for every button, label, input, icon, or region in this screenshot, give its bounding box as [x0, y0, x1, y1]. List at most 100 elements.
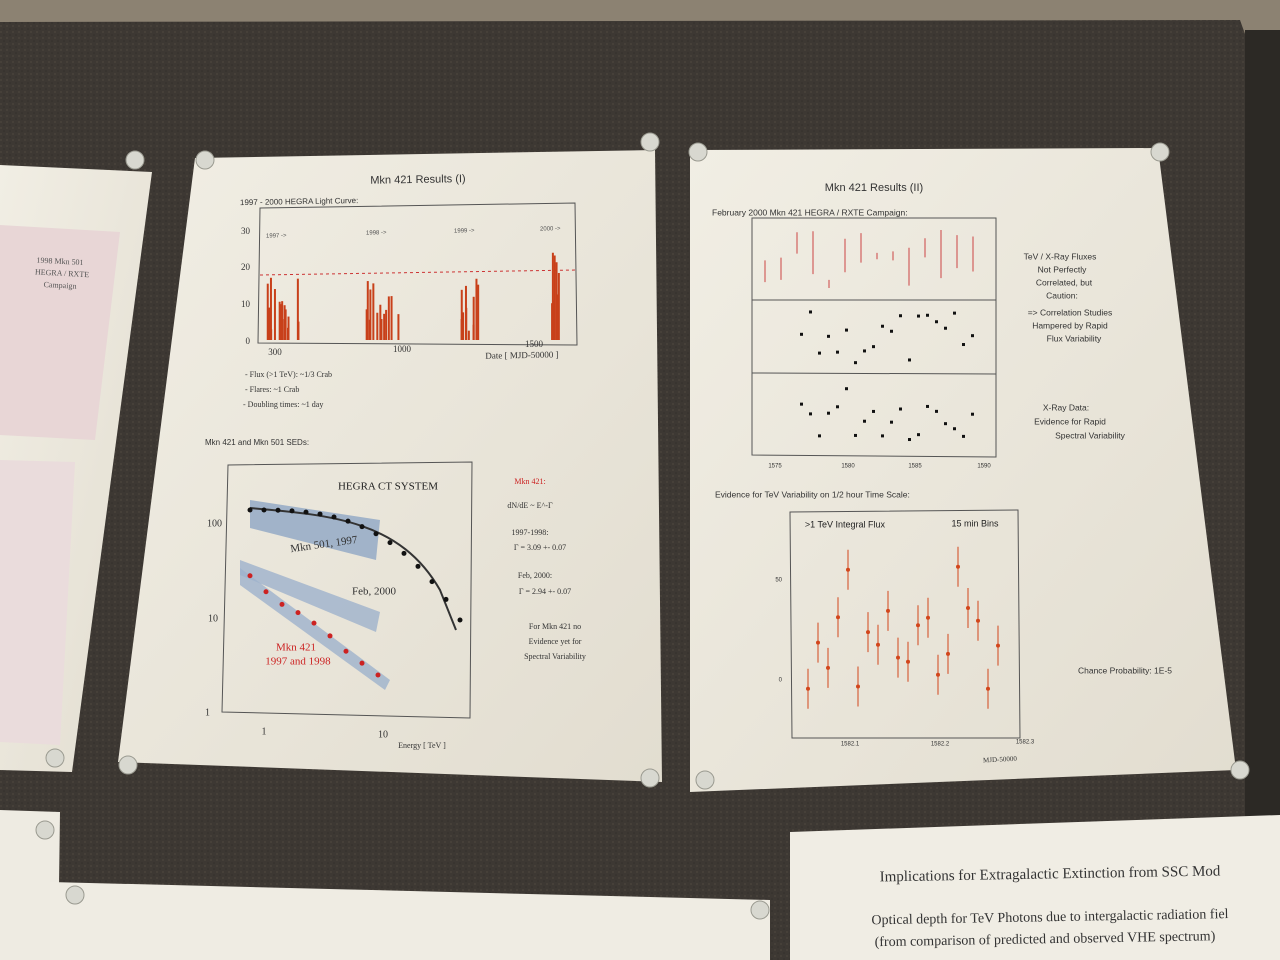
- poster-text: HEGRA CT SYSTEM: [338, 481, 438, 493]
- crab-level: [259, 269, 577, 276]
- poster-text: Correlated, but: [1036, 277, 1093, 287]
- poster-text: Hampered by Rapid: [1032, 320, 1108, 330]
- poster-text: X-Ray Data:: [1043, 402, 1089, 412]
- poster-text: => Correlation Studies: [1028, 307, 1113, 317]
- poster-text: 1575: [768, 464, 782, 470]
- sed-point: [303, 509, 309, 515]
- poster-text: 10: [208, 613, 218, 624]
- variability-point: [886, 608, 890, 613]
- poster-text: 1000: [393, 344, 412, 354]
- xray-point: [899, 314, 902, 318]
- sed-point: [429, 579, 435, 585]
- poster-text: February 2000 Mkn 421 HEGRA / RXTE Campa…: [712, 207, 908, 217]
- poster-text: For Mkn 421 no: [529, 622, 581, 631]
- variability-point: [966, 605, 970, 610]
- xray-point: [926, 313, 929, 317]
- poster-text: Implications for Extragalactic Extinctio…: [879, 863, 1220, 885]
- sed-point: [279, 601, 285, 607]
- xray-point: [854, 361, 857, 365]
- poster-text: - Doubling times: ~1 day: [243, 400, 323, 409]
- bottom-left-poster: [0, 810, 60, 960]
- index-point: [872, 409, 875, 413]
- index-point: [854, 433, 857, 437]
- poster-text: 1585: [908, 464, 922, 470]
- poster-text: 0: [246, 336, 251, 346]
- xray-point: [818, 351, 821, 355]
- poster-text: Mkn 421: [276, 642, 316, 654]
- sed-band: [250, 500, 380, 560]
- xray-point: [809, 310, 812, 314]
- index-point: [827, 411, 830, 415]
- poster-text: Campaign: [43, 280, 76, 291]
- poster-text: >1 TeV Integral Flux: [805, 519, 886, 529]
- pin: [750, 900, 770, 920]
- pin: [688, 142, 708, 162]
- variability-point: [826, 665, 830, 670]
- sed-point: [295, 610, 301, 616]
- poster-text: 1: [262, 726, 267, 737]
- poster-text: 1998 Mkn 501: [36, 256, 84, 267]
- campaign-frame: [751, 217, 997, 458]
- poster-text: Mkn 421:: [514, 477, 545, 486]
- poster-text: 300: [268, 347, 282, 357]
- bottom-middle-poster: [50, 882, 770, 960]
- sed-frame: [221, 461, 473, 719]
- plot-marks: [247, 230, 1000, 709]
- poster-text: (from comparison of predicted and observ…: [875, 929, 1216, 950]
- poster-text: Energy [ TeV ]: [398, 741, 446, 750]
- poster-text: Γ = 3.09 +- 0.07: [514, 543, 566, 552]
- sed-point: [247, 573, 253, 579]
- index-point: [971, 412, 974, 416]
- poster-text: 10: [241, 299, 251, 309]
- poster-text: 30: [241, 226, 251, 236]
- pin: [118, 755, 138, 775]
- index-point: [899, 407, 902, 411]
- sed-point: [359, 660, 365, 666]
- poster-text: Chance Probability: 1E-5: [1078, 665, 1172, 675]
- variability-point: [856, 684, 860, 689]
- poster-text: Spectral Variability: [524, 652, 586, 661]
- poster-text: 1582.1: [841, 742, 860, 748]
- poster-text: Mkn 421 Results (II): [825, 182, 923, 194]
- poster-1: [118, 150, 662, 782]
- left-poster-box: [0, 225, 120, 440]
- poster-text: Flux Variability: [1047, 333, 1102, 343]
- index-point: [944, 422, 947, 426]
- sed-band: [240, 568, 390, 690]
- xray-point: [917, 314, 920, 318]
- poster-text: 1590: [977, 464, 991, 470]
- variability-point: [986, 686, 990, 691]
- poster-text: 2000 ->: [540, 226, 561, 232]
- index-point: [935, 409, 938, 413]
- poster-text: Not Perfectly: [1038, 264, 1087, 274]
- sed-point: [375, 672, 381, 678]
- xray-point: [845, 328, 848, 332]
- pin: [1150, 142, 1170, 162]
- variability-point: [976, 618, 980, 623]
- poster-text: Date [ MJD-50000 ]: [485, 349, 558, 360]
- variability-point: [996, 643, 1000, 648]
- poster-text: Caution:: [1046, 290, 1078, 300]
- sed-point: [317, 511, 323, 517]
- index-point: [800, 402, 803, 406]
- poster-text: HEGRA / RXTE: [35, 267, 90, 279]
- xray-point: [836, 350, 839, 354]
- pin: [125, 150, 145, 170]
- xray-point: [827, 334, 830, 338]
- xray-point: [971, 334, 974, 338]
- poster-text: 1999 ->: [454, 228, 475, 234]
- poster-text: 15 min Bins: [951, 518, 999, 528]
- poster-text: Evidence for Rapid: [1034, 416, 1106, 426]
- xray-point: [890, 329, 893, 333]
- sed-point: [345, 518, 351, 524]
- variability-point: [806, 686, 810, 691]
- xray-point: [962, 343, 965, 347]
- xray-point: [863, 349, 866, 353]
- sed-point: [311, 620, 317, 626]
- sed-point: [415, 563, 421, 569]
- poster-text: 1997 ->: [266, 233, 287, 239]
- index-point: [890, 420, 893, 424]
- variability-point: [846, 567, 850, 572]
